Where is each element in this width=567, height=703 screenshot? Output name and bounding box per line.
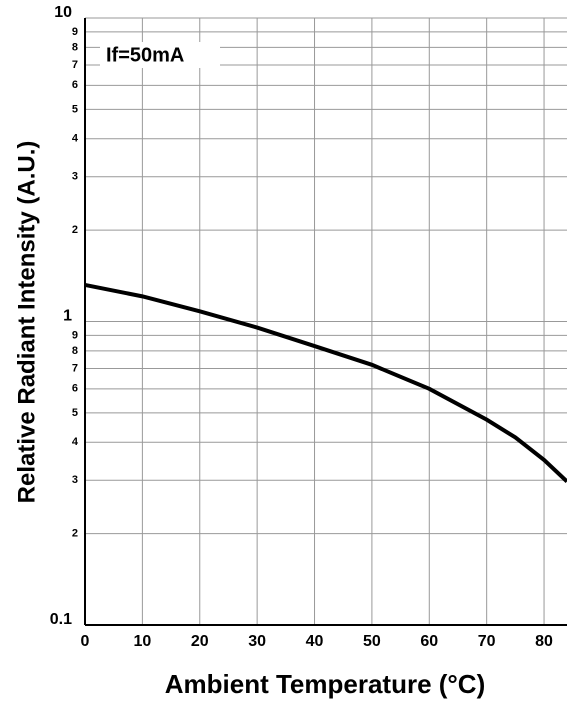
y-tick-label: 0.1 [50, 611, 72, 628]
y-tick-label: 6 [72, 79, 78, 91]
x-tick-label: 10 [133, 633, 151, 650]
x-axis-label: Ambient Temperature (°C) [165, 669, 486, 699]
y-tick-label: 5 [72, 407, 78, 419]
y-tick-label: 2 [72, 528, 78, 540]
y-tick-label: 7 [72, 362, 78, 374]
y-tick-label: 8 [72, 345, 78, 357]
x-tick-label: 50 [363, 633, 381, 650]
annotation-bg [100, 42, 220, 68]
x-tick-label: 30 [248, 633, 266, 650]
y-tick-label: 9 [72, 26, 78, 38]
y-tick-label: 3 [72, 171, 78, 183]
y-tick-label: 7 [72, 59, 78, 71]
y-tick-label: 9 [72, 329, 78, 341]
y-tick-label: 10 [54, 4, 72, 21]
y-tick-label: 4 [72, 133, 79, 145]
y-tick-label: 5 [72, 103, 78, 115]
data-line [84, 282, 567, 483]
x-tick-label: 0 [81, 633, 90, 650]
y-tick-label: 1 [63, 308, 72, 325]
y-tick-label: 8 [72, 41, 78, 53]
y-tick-label: 2 [72, 224, 78, 236]
x-tick-label: 70 [478, 633, 496, 650]
annotation: If=50mA [106, 44, 184, 66]
x-tick-label: 60 [420, 633, 438, 650]
x-tick-label: 40 [306, 633, 324, 650]
x-tick-label: 80 [535, 633, 553, 650]
y-tick-label: 3 [72, 474, 78, 486]
y-tick-label: 6 [72, 383, 78, 395]
x-tick-label: 20 [191, 633, 209, 650]
y-tick-label: 4 [72, 436, 79, 448]
y-axis-label: Relative Radiant Intensity (A.U.) [13, 141, 40, 504]
